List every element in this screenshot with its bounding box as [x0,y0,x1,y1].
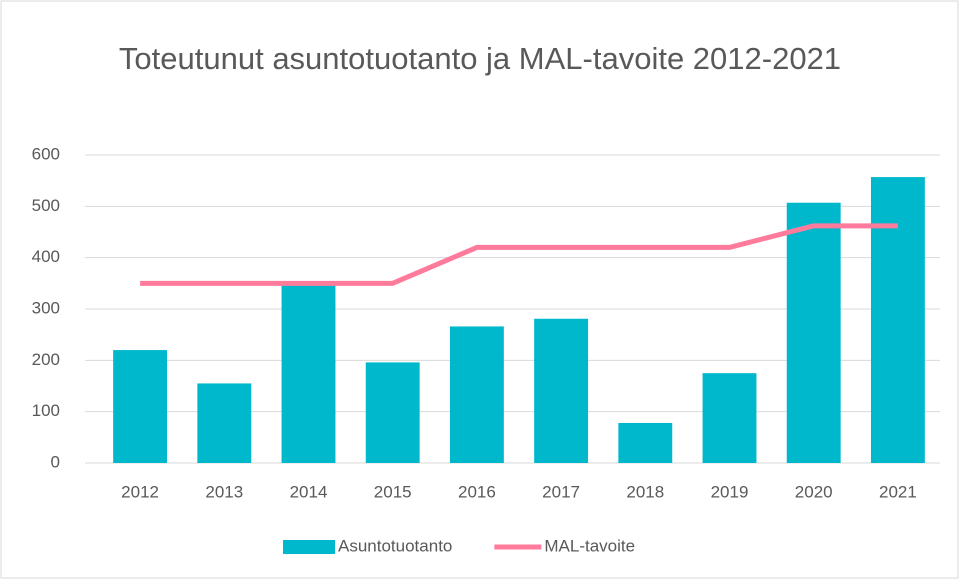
y-tick-label: 400 [32,247,60,266]
bar [786,202,841,464]
y-tick-label: 500 [32,196,60,215]
line [140,223,898,286]
chart-title: Toteutunut asuntotuotanto ja MAL-tavoite… [118,41,842,76]
x-tick-label: 2020 [795,482,833,501]
bar [449,326,504,463]
x-tick-label: 2018 [626,482,664,501]
bar [281,284,336,463]
bar [197,383,252,463]
y-tick-label: 100 [32,401,60,420]
x-tick-label: 2021 [879,482,917,501]
x-tick-label: 2012 [121,482,159,501]
x-tick-label: 2016 [458,482,496,501]
y-tick-label: 600 [32,144,60,163]
y-tick-label: 200 [32,350,60,369]
bar [870,177,925,463]
bar [618,422,673,463]
legend-label: MAL-tavoite [544,536,635,555]
bar [113,350,168,463]
bar [365,362,420,463]
legend-label: Asuntotuotanto [338,536,452,555]
bar [702,373,757,463]
y-tick-label: 0 [51,452,60,471]
x-tick-label: 2015 [374,482,412,501]
y-tick-label: 300 [32,298,60,317]
x-tick-label: 2017 [542,482,580,501]
x-tick-label: 2019 [711,482,749,501]
bar [534,318,589,463]
legend-swatch [283,540,335,554]
x-tick-label: 2014 [290,482,328,501]
x-tick-label: 2013 [205,482,243,501]
